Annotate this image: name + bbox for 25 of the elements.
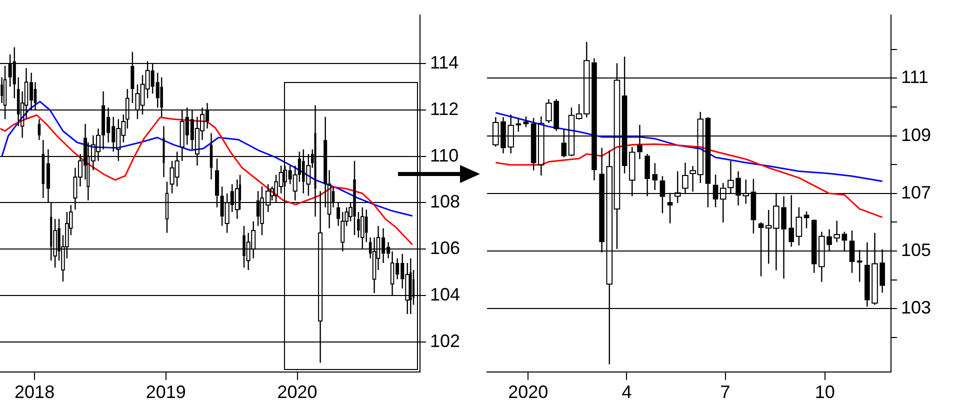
x-tick-label: 2020	[508, 382, 548, 402]
y-tick-label: 108	[430, 192, 460, 212]
x-tick-label: 2020	[277, 382, 318, 402]
x-tick-label: 10	[814, 382, 835, 402]
y-tick-label: 106	[430, 238, 460, 258]
y-tick-label: 102	[430, 330, 460, 351]
y-tick-label: 104	[430, 284, 460, 304]
candlestick	[652, 162, 658, 191]
x-tick-label: 7	[720, 382, 730, 402]
x-tick-label: 4	[622, 382, 632, 402]
y-tick-label: 103	[901, 298, 932, 318]
candlestick	[804, 210, 810, 229]
y-tick-label: 107	[901, 182, 932, 202]
x-tick-label: 2018	[14, 382, 55, 402]
y-tick-label: 112	[430, 98, 459, 119]
candlestick	[516, 117, 522, 132]
candlestick	[364, 209, 368, 243]
candlestick	[0, 76, 3, 104]
x-tick-label: 2019	[146, 382, 186, 402]
y-tick-label: 114	[430, 52, 459, 72]
y-tick-label: 110	[430, 145, 459, 166]
y-tick-label: 109	[901, 124, 932, 145]
candlestick	[796, 206, 802, 246]
y-tick-label: 111	[901, 67, 928, 88]
y-tick-label: 105	[901, 240, 932, 260]
